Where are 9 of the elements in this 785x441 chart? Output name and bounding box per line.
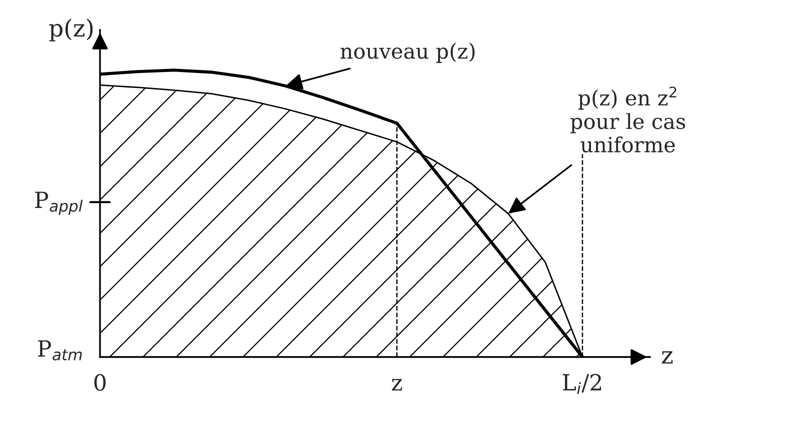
annotation: P$_{atm}$ bbox=[38, 340, 82, 360]
annotation: p(z) en z$^{2}$ pour le cas uniforme bbox=[570, 86, 686, 153]
x-tick-label: 0 bbox=[94, 374, 106, 391]
y-axis-title: p(z) bbox=[49, 18, 93, 42]
text: nouveau p(z) bbox=[340, 42, 475, 63]
x-tick-label: z bbox=[392, 379, 402, 391]
x-axis-title: z bbox=[662, 351, 673, 364]
x-tick-label: L$_{i}$/2 bbox=[562, 374, 602, 394]
annotation: P$_{appl}$ bbox=[35, 192, 83, 215]
